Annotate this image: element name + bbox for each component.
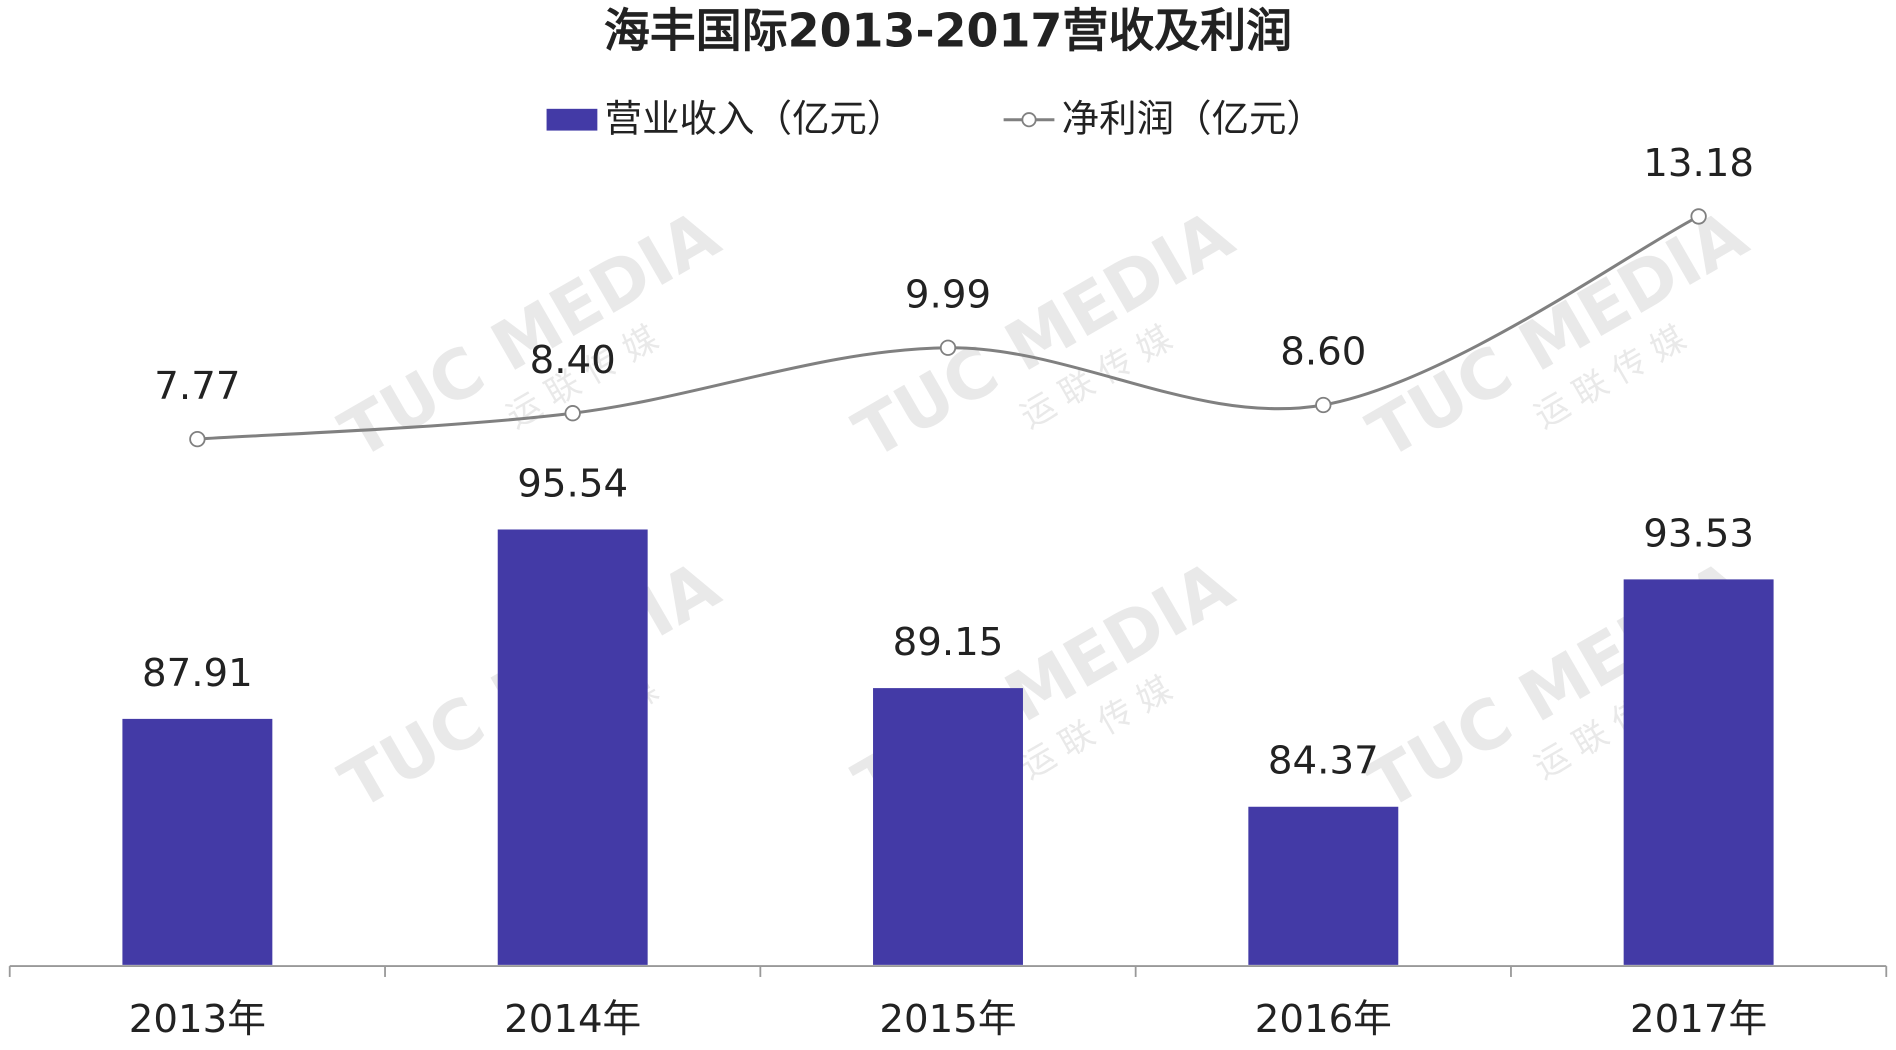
line-marker: [1315, 396, 1332, 414]
legend-marker: [1021, 112, 1037, 128]
watermark-text: TUC MEDIA: [327, 194, 732, 474]
x-tick-label: 2017年: [1630, 997, 1767, 1042]
bar: [1623, 579, 1774, 965]
data-label: 89.15: [893, 620, 1004, 665]
watermark-text: TUC MEDIA: [1355, 194, 1760, 474]
x-tick-label: 2015年: [879, 997, 1016, 1042]
chart-title: 海丰国际2013-2017营收及利润: [604, 3, 1292, 57]
bar: [1248, 806, 1399, 965]
x-tick-label: 2013年: [129, 997, 266, 1042]
watermark-text: TUC MEDIA: [841, 194, 1246, 474]
legend-swatch: [546, 108, 598, 131]
legend-label: 净利润（亿元）: [1062, 96, 1324, 140]
line-marker: [189, 430, 206, 448]
data-label: 7.77: [154, 364, 240, 409]
data-label: 13.18: [1643, 141, 1754, 186]
line-marker: [939, 339, 957, 356]
data-label: 8.60: [1280, 330, 1366, 375]
x-tick-label: 2014年: [504, 997, 641, 1042]
line-marker: [564, 405, 581, 422]
data-label: 9.99: [905, 272, 991, 317]
line-marker: [1690, 208, 1707, 225]
bar: [122, 718, 273, 965]
legend: 营业收入（亿元） 净利润（亿元）: [546, 96, 1324, 140]
data-label: 8.40: [530, 338, 616, 383]
data-label: 95.54: [517, 461, 628, 506]
data-label: 93.53: [1643, 511, 1754, 556]
data-label: 84.37: [1268, 739, 1379, 784]
x-tick-label: 2016年: [1255, 997, 1392, 1042]
bar: [873, 688, 1023, 965]
bar: [497, 529, 648, 965]
legend-label: 营业收入（亿元）: [605, 96, 905, 140]
data-label: 87.91: [142, 651, 253, 696]
